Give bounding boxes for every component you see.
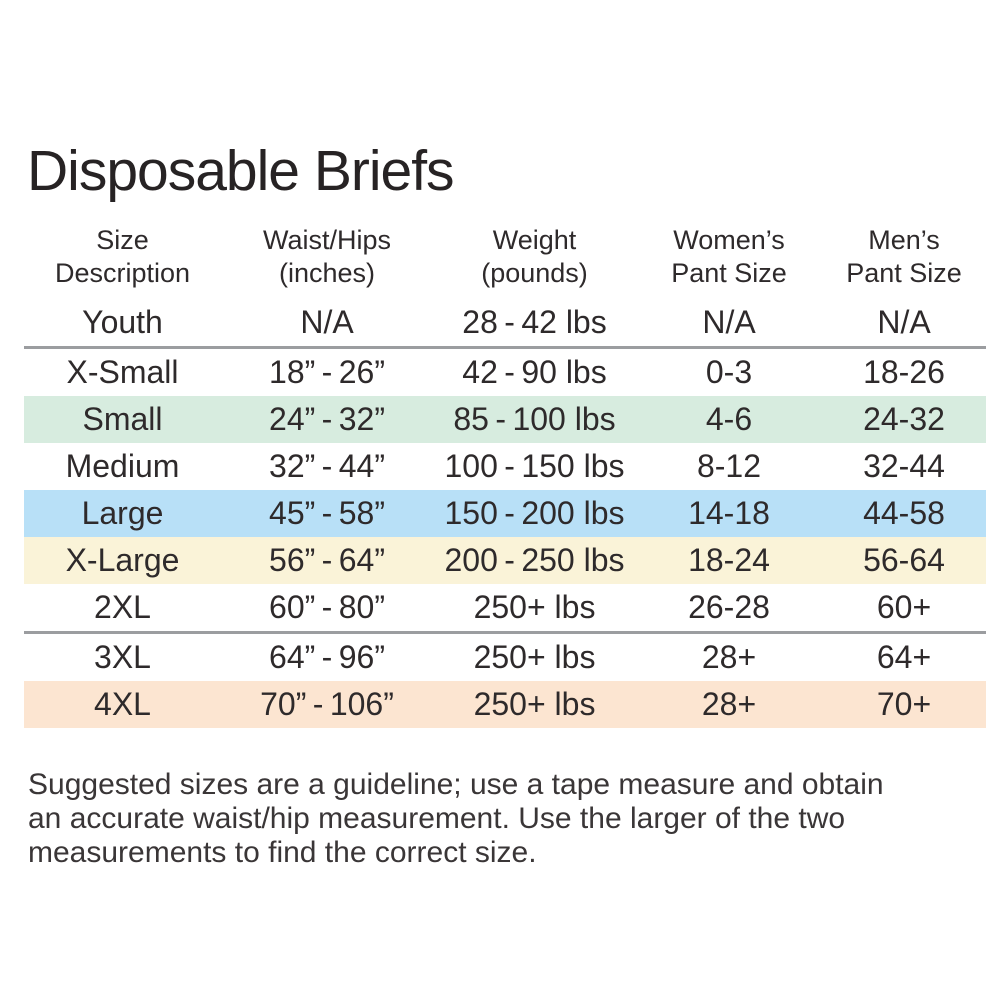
- column-header-line: Pant Size: [671, 257, 787, 288]
- column-header-line: Size: [96, 225, 149, 255]
- cell-waist-hips: 64” - 96”: [269, 638, 385, 675]
- column-header-line: (pounds): [481, 257, 588, 288]
- column-header-mens-pant-size: Men’s Pant Size: [822, 224, 986, 299]
- column-header-weight: Weight (pounds): [433, 224, 636, 299]
- cell-womens-pant-size: 18-24: [688, 541, 770, 578]
- cell-weight: 100 - 150 lbs: [444, 447, 625, 484]
- cell-mens-pant-size: 56-64: [863, 541, 945, 578]
- cell-size: X-Small: [66, 353, 179, 390]
- table-header: Size Description Waist/Hips (inches) Wei…: [24, 224, 986, 299]
- footer-note-line: an accurate waist/hip measurement. Use t…: [28, 801, 846, 835]
- footer-note-line: measurements to find the correct size.: [28, 835, 537, 869]
- cell-weight: 85 - 100 lbs: [453, 400, 616, 437]
- cell-waist-hips: 56” - 64”: [269, 541, 385, 578]
- table-row-small: Small 24” - 32” 85 - 100 lbs 4-6 24-32: [24, 395, 986, 443]
- column-header-line: Pant Size: [846, 257, 962, 288]
- footer-note-line: Suggested sizes are a guideline; use a t…: [28, 768, 884, 801]
- cell-womens-pant-size: N/A: [636, 298, 822, 349]
- table-row-x-large: X-Large 56” - 64” 200 - 250 lbs 18-24 56…: [24, 536, 986, 584]
- table-row-3xl: 3XL 64” - 96” 250+ lbs 28+ 64+: [24, 632, 986, 681]
- footer-note: Suggested sizes are a guideline; use a t…: [28, 768, 884, 870]
- cell-weight: 250+ lbs: [473, 685, 596, 722]
- cell-mens-pant-size: 44-58: [863, 494, 945, 531]
- cell-waist-hips: 18” - 26”: [269, 353, 385, 390]
- cell-womens-pant-size: 0-3: [705, 353, 753, 390]
- cell-mens-pant-size: 24-32: [863, 400, 945, 437]
- cell-size: Large: [81, 494, 164, 531]
- cell-mens-pant-size: 70+: [876, 685, 932, 722]
- cell-size: X-Large: [65, 541, 180, 578]
- column-header-size-description: Size Description: [24, 224, 221, 299]
- cell-size: Small: [82, 400, 163, 437]
- column-header-line: Women’s: [673, 225, 785, 255]
- column-header-womens-pant-size: Women’s Pant Size: [636, 224, 822, 299]
- cell-weight: 250+ lbs: [433, 583, 636, 634]
- cell-waist-hips: 24” - 32”: [269, 400, 385, 437]
- table-row-4xl: 4XL 70” - 106” 250+ lbs 28+ 70+: [24, 680, 986, 728]
- cell-mens-pant-size: 18-26: [863, 353, 945, 390]
- page-title: Disposable Briefs: [27, 139, 455, 203]
- column-header-waist-hips: Waist/Hips (inches): [221, 224, 433, 299]
- cell-weight: 200 - 250 lbs: [444, 541, 625, 578]
- cell-womens-pant-size: 8-12: [696, 447, 762, 484]
- cell-size: Medium: [65, 447, 180, 484]
- cell-waist-hips: 32” - 44”: [269, 447, 385, 484]
- column-header-line: Description: [54, 257, 191, 288]
- column-header-line: Waist/Hips: [262, 225, 391, 255]
- table-row-x-small: X-Small 18” - 26” 42 - 90 lbs 0-3 18-26: [24, 347, 986, 396]
- cell-weight: 28 - 42 lbs: [433, 298, 636, 349]
- size-chart-table: Size Description Waist/Hips (inches) Wei…: [24, 224, 986, 728]
- column-header-line: Men’s: [868, 225, 940, 255]
- table-row-large: Large 45” - 58” 150 - 200 lbs 14-18 44-5…: [24, 489, 986, 537]
- cell-mens-pant-size: 32-44: [863, 447, 945, 484]
- cell-mens-pant-size: N/A: [822, 298, 986, 349]
- cell-mens-pant-size: 64+: [876, 638, 932, 675]
- table-row-2xl: 2XL 60” - 80” 250+ lbs 26-28 60+: [24, 583, 986, 634]
- table-row-youth: Youth N/A 28 - 42 lbs N/A N/A: [24, 298, 986, 349]
- cell-waist-hips: 45” - 58”: [269, 494, 385, 531]
- cell-womens-pant-size: 28+: [701, 638, 757, 675]
- cell-size: 2XL: [24, 583, 221, 634]
- cell-size: 4XL: [94, 685, 151, 722]
- column-header-line: (inches): [278, 257, 376, 288]
- table-row-medium: Medium 32” - 44” 100 - 150 lbs 8-12 32-4…: [24, 443, 986, 490]
- cell-size: Youth: [24, 298, 221, 349]
- cell-womens-pant-size: 4-6: [705, 400, 753, 437]
- cell-weight: 42 - 90 lbs: [462, 353, 607, 390]
- cell-womens-pant-size: 26-28: [636, 583, 822, 634]
- cell-mens-pant-size: 60+: [822, 583, 986, 634]
- cell-womens-pant-size: 28+: [701, 685, 757, 722]
- cell-womens-pant-size: 14-18: [688, 494, 770, 531]
- cell-weight: 150 - 200 lbs: [444, 494, 625, 531]
- column-header-line: Weight: [492, 225, 577, 255]
- cell-waist-hips: 70” - 106”: [260, 685, 394, 722]
- cell-size: 3XL: [94, 638, 151, 675]
- cell-waist-hips: N/A: [221, 298, 433, 349]
- cell-waist-hips: 60” - 80”: [221, 583, 433, 634]
- cell-weight: 250+ lbs: [473, 638, 596, 675]
